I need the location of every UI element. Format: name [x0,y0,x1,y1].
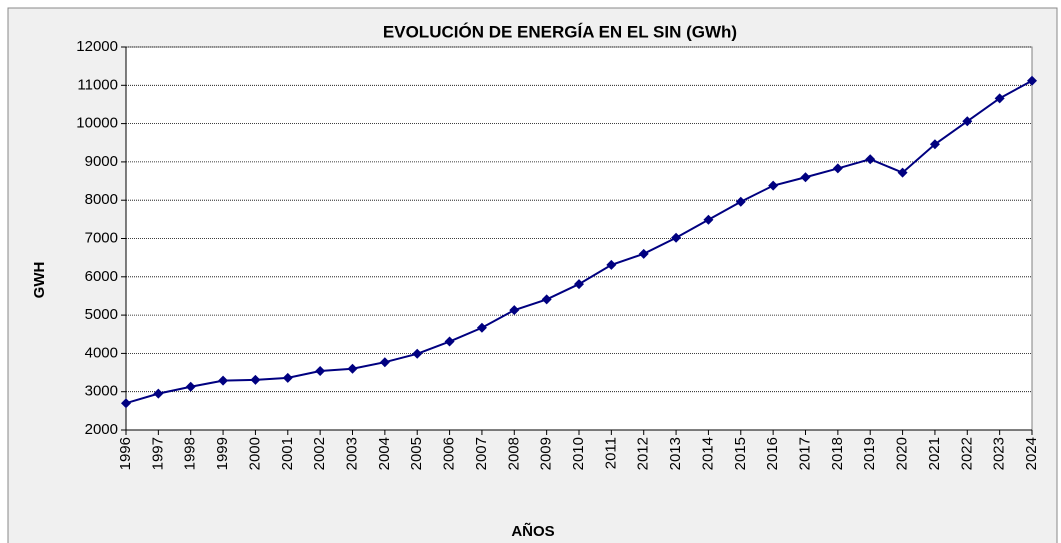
data-point [768,180,779,191]
x-tick-label: 2008 [505,437,522,470]
y-tick-label: 2000 [85,421,118,438]
x-tick-label: 2009 [538,437,555,470]
y-tick-label: 4000 [85,344,118,361]
x-tick-label: 2004 [376,437,393,470]
y-tick-label: 11000 [77,76,118,93]
data-point [315,366,326,377]
x-tick-label: 2023 [991,437,1008,470]
data-point [703,214,714,225]
data-point [1027,75,1037,86]
data-point [541,294,552,305]
y-axis-label: GWH [31,262,48,299]
x-tick-label: 2020 [894,437,911,470]
x-tick-label: 2012 [635,437,652,470]
x-axis-label: AÑOS [511,522,554,540]
x-tick-label: 2001 [279,437,296,470]
x-tick-label: 2014 [699,437,716,470]
data-point [412,348,423,359]
data-point [121,398,131,409]
data-point [832,163,843,174]
data-point [153,388,164,399]
x-tick-label: 1997 [149,437,166,470]
data-point [347,363,358,374]
x-tick-label: 2003 [343,437,360,470]
chart-title: EVOLUCIÓN DE ENERGÍA EN EL SIN (GWh) [383,22,737,41]
data-point [185,381,196,392]
x-tick-label: 2011 [602,437,619,469]
data-point [606,259,617,270]
x-tick-label: 1999 [214,437,231,470]
x-tick-label: 2006 [441,437,458,470]
y-tick-label: 3000 [85,383,118,400]
x-tick-label: 2019 [861,437,878,470]
y-tick-label: 5000 [85,306,118,323]
x-tick-label: 2007 [473,437,490,470]
data-point [476,322,487,333]
data-point [379,357,390,368]
y-tick-label: 7000 [85,229,118,246]
data-point [897,167,908,178]
x-tick-label: 2021 [926,437,943,470]
y-tick-label: 12000 [76,38,118,55]
x-tick-label: 2024 [1023,437,1040,470]
x-tick-label: 1996 [117,437,134,470]
x-tick-label: 1998 [182,437,199,470]
x-tick-label: 2002 [311,437,328,470]
x-tick-label: 2022 [958,437,975,470]
y-tick-label: 8000 [85,191,118,208]
data-point [962,116,973,127]
data-point [282,372,293,383]
data-point [574,279,584,290]
data-point [509,305,520,316]
x-tick-label: 2018 [829,437,846,470]
y-tick-label: 6000 [85,268,118,285]
data-point [994,93,1005,104]
y-tick-label: 10000 [76,115,118,132]
data-point [638,248,649,259]
data-point [865,154,876,165]
data-point [250,374,261,385]
data-point [218,375,229,386]
x-tick-label: 2015 [732,437,749,470]
y-tick-label: 9000 [85,153,118,170]
data-point [671,232,682,243]
data-point [929,139,940,150]
x-tick-label: 2016 [764,437,781,470]
x-tick-label: 2013 [667,437,684,470]
data-point [800,172,811,183]
x-tick-label: 2005 [408,437,425,470]
x-tick-label: 2000 [246,437,263,470]
data-point [444,336,455,347]
x-tick-label: 2017 [796,437,813,470]
x-tick-label: 2010 [570,437,587,470]
data-point [735,196,746,207]
